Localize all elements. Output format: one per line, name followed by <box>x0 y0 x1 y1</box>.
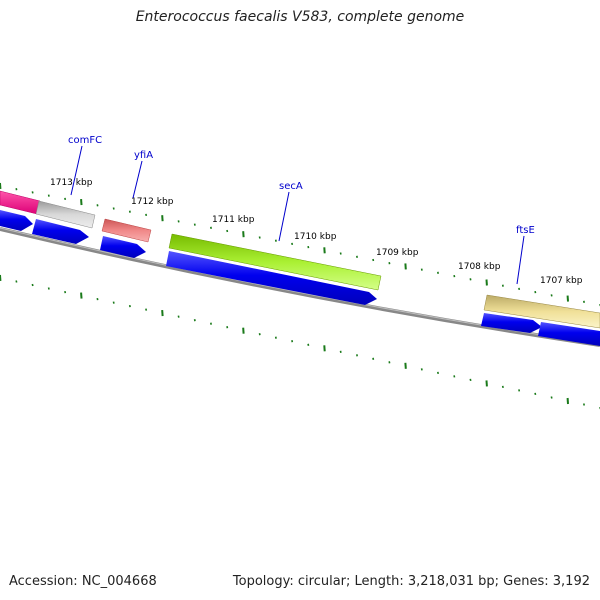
tick-label-1708: 1708 kbp <box>458 262 501 272</box>
gene-feature-pink[interactable] <box>0 190 41 215</box>
gene-label-yfia[interactable]: yfiA <box>134 150 153 161</box>
gene-label-ftse[interactable]: ftsE <box>516 225 535 236</box>
cds-arrow-6[interactable] <box>538 322 600 346</box>
tick-label-1709: 1709 kbp <box>376 248 419 258</box>
tick-label-1713: 1713 kbp <box>50 178 93 188</box>
label-pointer-seca <box>278 191 290 242</box>
cds-arrow-1[interactable] <box>0 210 33 231</box>
inner-tick-dots <box>0 274 600 410</box>
map-title: Enterococcus faecalis V583, complete gen… <box>135 9 465 25</box>
gene-feature-grey[interactable] <box>35 200 96 229</box>
genome-backbone <box>0 227 600 347</box>
gene-label-seca[interactable]: secA <box>279 181 303 192</box>
outer-tick-dots <box>0 182 600 307</box>
gene-feature-green[interactable] <box>168 233 382 291</box>
cds-arrow-2[interactable] <box>32 219 89 244</box>
gene-feature-salmon[interactable] <box>101 218 152 243</box>
label-pointer-comfc <box>70 145 83 196</box>
tick-label-1711: 1711 kbp <box>212 215 255 225</box>
gene-label-comfc[interactable]: comFC <box>68 135 102 146</box>
tick-label-1710: 1710 kbp <box>294 232 337 242</box>
cds-arrow-4[interactable] <box>166 251 377 305</box>
accession-text: Accession: NC_004668 <box>9 574 157 589</box>
label-pointer-yfia <box>132 160 143 199</box>
cds-arrow-3[interactable] <box>100 236 146 258</box>
cds-arrow-5[interactable] <box>481 313 542 333</box>
tick-label-1712: 1712 kbp <box>131 197 174 207</box>
label-pointer-ftse <box>516 235 525 285</box>
gene-feature-yellow[interactable] <box>483 294 600 329</box>
tick-label-1707: 1707 kbp <box>540 276 583 286</box>
genome-summary-text: Topology: circular; Length: 3,218,031 bp… <box>232 574 590 589</box>
